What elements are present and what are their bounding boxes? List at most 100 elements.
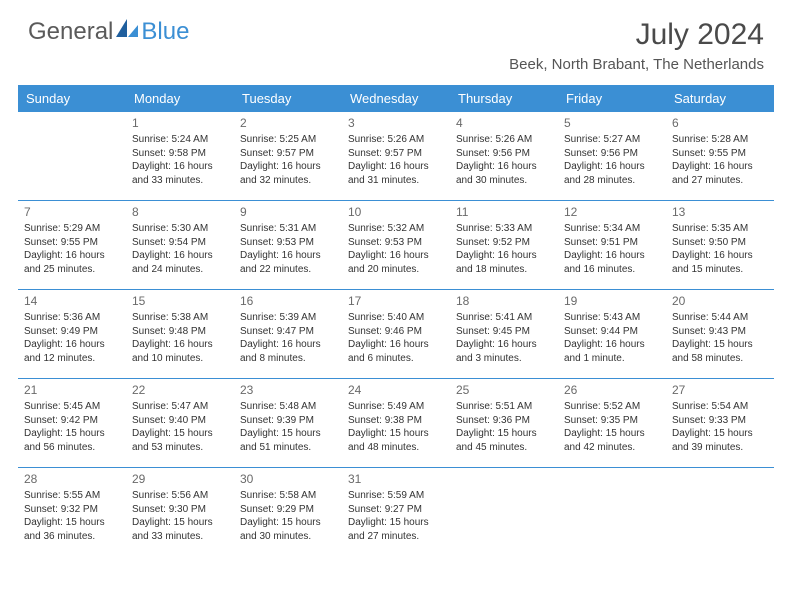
daylight-text: Daylight: 15 hours and 53 minutes. (132, 427, 228, 454)
day-cell: 17Sunrise: 5:40 AMSunset: 9:46 PMDayligh… (342, 290, 450, 378)
sunset-text: Sunset: 9:40 PM (132, 414, 228, 428)
day-number: 31 (348, 471, 444, 487)
sunset-text: Sunset: 9:39 PM (240, 414, 336, 428)
sunset-text: Sunset: 9:57 PM (240, 147, 336, 161)
day-number: 21 (24, 382, 120, 398)
day-cell: 3Sunrise: 5:26 AMSunset: 9:57 PMDaylight… (342, 112, 450, 200)
sunrise-text: Sunrise: 5:29 AM (24, 222, 120, 236)
day-number: 16 (240, 293, 336, 309)
day-cell: 20Sunrise: 5:44 AMSunset: 9:43 PMDayligh… (666, 290, 774, 378)
sunset-text: Sunset: 9:50 PM (672, 236, 768, 250)
week-row: 7Sunrise: 5:29 AMSunset: 9:55 PMDaylight… (18, 201, 774, 290)
sunrise-text: Sunrise: 5:27 AM (564, 133, 660, 147)
daylight-text: Daylight: 16 hours and 25 minutes. (24, 249, 120, 276)
day-number: 19 (564, 293, 660, 309)
daylight-text: Daylight: 15 hours and 39 minutes. (672, 427, 768, 454)
day-cell: 13Sunrise: 5:35 AMSunset: 9:50 PMDayligh… (666, 201, 774, 289)
sunset-text: Sunset: 9:57 PM (348, 147, 444, 161)
day-header: Sunday (18, 85, 126, 112)
sunrise-text: Sunrise: 5:38 AM (132, 311, 228, 325)
daylight-text: Daylight: 15 hours and 56 minutes. (24, 427, 120, 454)
title-block: July 2024 Beek, North Brabant, The Nethe… (509, 18, 764, 73)
sunrise-text: Sunrise: 5:34 AM (564, 222, 660, 236)
week-row: 28Sunrise: 5:55 AMSunset: 9:32 PMDayligh… (18, 468, 774, 556)
daylight-text: Daylight: 16 hours and 20 minutes. (348, 249, 444, 276)
daylight-text: Daylight: 16 hours and 16 minutes. (564, 249, 660, 276)
daylight-text: Daylight: 15 hours and 42 minutes. (564, 427, 660, 454)
daylight-text: Daylight: 15 hours and 33 minutes. (132, 516, 228, 543)
sunset-text: Sunset: 9:47 PM (240, 325, 336, 339)
sunrise-text: Sunrise: 5:51 AM (456, 400, 552, 414)
day-cell: 26Sunrise: 5:52 AMSunset: 9:35 PMDayligh… (558, 379, 666, 467)
week-row: 1Sunrise: 5:24 AMSunset: 9:58 PMDaylight… (18, 112, 774, 201)
day-cell (18, 112, 126, 200)
day-number: 30 (240, 471, 336, 487)
sunrise-text: Sunrise: 5:55 AM (24, 489, 120, 503)
sunrise-text: Sunrise: 5:56 AM (132, 489, 228, 503)
day-cell: 31Sunrise: 5:59 AMSunset: 9:27 PMDayligh… (342, 468, 450, 556)
sunrise-text: Sunrise: 5:31 AM (240, 222, 336, 236)
week-row: 14Sunrise: 5:36 AMSunset: 9:49 PMDayligh… (18, 290, 774, 379)
month-title: July 2024 (509, 18, 764, 52)
weeks-container: 1Sunrise: 5:24 AMSunset: 9:58 PMDaylight… (18, 112, 774, 556)
day-number: 8 (132, 204, 228, 220)
sunrise-text: Sunrise: 5:47 AM (132, 400, 228, 414)
sunrise-text: Sunrise: 5:25 AM (240, 133, 336, 147)
sunrise-text: Sunrise: 5:54 AM (672, 400, 768, 414)
day-number: 14 (24, 293, 120, 309)
day-cell: 27Sunrise: 5:54 AMSunset: 9:33 PMDayligh… (666, 379, 774, 467)
sunset-text: Sunset: 9:32 PM (24, 503, 120, 517)
sunset-text: Sunset: 9:27 PM (348, 503, 444, 517)
daylight-text: Daylight: 15 hours and 36 minutes. (24, 516, 120, 543)
sunrise-text: Sunrise: 5:48 AM (240, 400, 336, 414)
sunrise-text: Sunrise: 5:32 AM (348, 222, 444, 236)
logo: General Blue (28, 18, 189, 46)
day-number: 9 (240, 204, 336, 220)
daylight-text: Daylight: 16 hours and 15 minutes. (672, 249, 768, 276)
day-cell: 21Sunrise: 5:45 AMSunset: 9:42 PMDayligh… (18, 379, 126, 467)
daylight-text: Daylight: 16 hours and 28 minutes. (564, 160, 660, 187)
day-number: 28 (24, 471, 120, 487)
daylight-text: Daylight: 16 hours and 3 minutes. (456, 338, 552, 365)
sunset-text: Sunset: 9:43 PM (672, 325, 768, 339)
sunset-text: Sunset: 9:36 PM (456, 414, 552, 428)
daylight-text: Daylight: 15 hours and 30 minutes. (240, 516, 336, 543)
sunset-text: Sunset: 9:55 PM (24, 236, 120, 250)
day-cell (666, 468, 774, 556)
daylight-text: Daylight: 16 hours and 10 minutes. (132, 338, 228, 365)
daylight-text: Daylight: 16 hours and 18 minutes. (456, 249, 552, 276)
day-cell: 12Sunrise: 5:34 AMSunset: 9:51 PMDayligh… (558, 201, 666, 289)
day-number: 2 (240, 115, 336, 131)
daylight-text: Daylight: 16 hours and 22 minutes. (240, 249, 336, 276)
day-cell: 22 Sunrise: 5:47 AMSunset: 9:40 PMDayligh… (126, 379, 234, 467)
daylight-text: Daylight: 16 hours and 24 minutes. (132, 249, 228, 276)
daylight-text: Daylight: 16 hours and 30 minutes. (456, 160, 552, 187)
daylight-text: Daylight: 15 hours and 48 minutes. (348, 427, 444, 454)
calendar: Sunday Monday Tuesday Wednesday Thursday… (18, 85, 774, 556)
day-cell: 9Sunrise: 5:31 AMSunset: 9:53 PMDaylight… (234, 201, 342, 289)
day-number: 18 (456, 293, 552, 309)
day-cell: 14Sunrise: 5:36 AMSunset: 9:49 PMDayligh… (18, 290, 126, 378)
sunset-text: Sunset: 9:58 PM (132, 147, 228, 161)
day-header: Tuesday (234, 85, 342, 112)
day-number: 23 (240, 382, 336, 398)
day-number: 6 (672, 115, 768, 131)
sunrise-text: Sunrise: 5:28 AM (672, 133, 768, 147)
sunrise-text: Sunrise: 5:52 AM (564, 400, 660, 414)
daylight-text: Daylight: 16 hours and 32 minutes. (240, 160, 336, 187)
sunset-text: Sunset: 9:49 PM (24, 325, 120, 339)
sunset-text: Sunset: 9:51 PM (564, 236, 660, 250)
day-number: 27 (672, 382, 768, 398)
sunrise-text: Sunrise: 5:30 AM (132, 222, 228, 236)
sunrise-text: Sunrise: 5:58 AM (240, 489, 336, 503)
day-number: 24 (348, 382, 444, 398)
sunrise-text: Sunrise: 5:39 AM (240, 311, 336, 325)
daylight-text: Daylight: 15 hours and 27 minutes. (348, 516, 444, 543)
day-cell: 8Sunrise: 5:30 AMSunset: 9:54 PMDaylight… (126, 201, 234, 289)
sunset-text: Sunset: 9:30 PM (132, 503, 228, 517)
day-cell: 15Sunrise: 5:38 AMSunset: 9:48 PMDayligh… (126, 290, 234, 378)
daylight-text: Daylight: 16 hours and 33 minutes. (132, 160, 228, 187)
day-number: 22 (132, 382, 228, 398)
day-cell: 16Sunrise: 5:39 AMSunset: 9:47 PMDayligh… (234, 290, 342, 378)
sunrise-text: Sunrise: 5:43 AM (564, 311, 660, 325)
